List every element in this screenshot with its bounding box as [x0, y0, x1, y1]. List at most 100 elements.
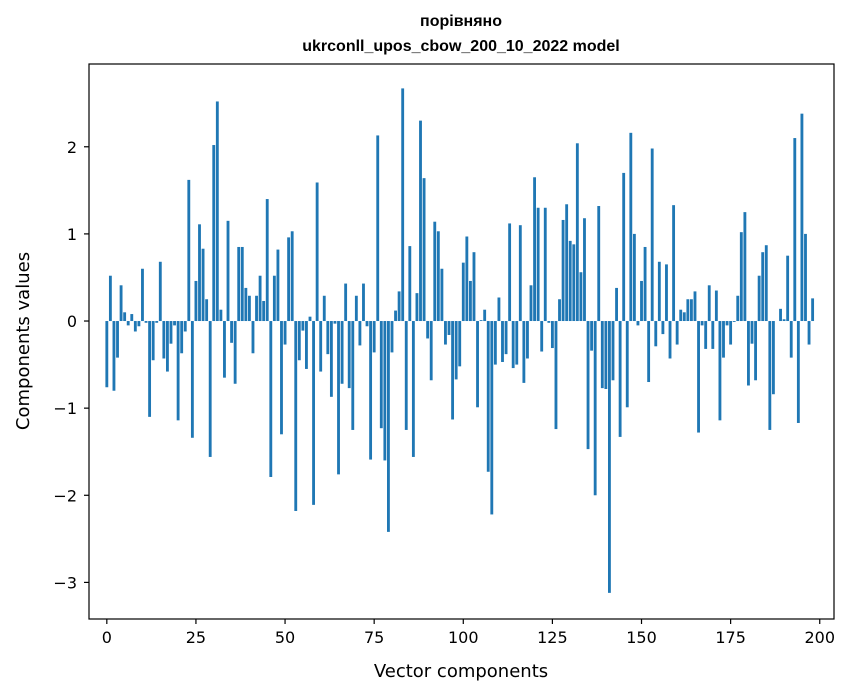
- bar-114: [511, 321, 515, 369]
- bars-group: [105, 88, 815, 593]
- bar-139: [600, 321, 604, 389]
- bar-2: [112, 321, 116, 391]
- bar-53: [294, 321, 298, 511]
- bar-153: [650, 148, 654, 322]
- bar-0: [105, 321, 109, 388]
- bar-180: [747, 321, 750, 386]
- bar-140: [604, 321, 608, 389]
- bar-37: [237, 246, 241, 322]
- bar-113: [508, 223, 512, 322]
- bar-189: [779, 308, 782, 322]
- bar-59: [315, 182, 319, 322]
- bar-176: [732, 321, 736, 322]
- bar-77: [379, 321, 383, 429]
- bar-91: [429, 321, 433, 381]
- bar-40: [247, 295, 251, 322]
- y-tick-label-2: 2: [67, 138, 77, 157]
- bar-3: [116, 321, 119, 358]
- chart-title-line-2: ukrconll_upos_cbow_200_10_2022 model: [302, 38, 619, 55]
- bar-121: [536, 207, 540, 322]
- bar-138: [597, 206, 601, 322]
- bar-124: [547, 321, 551, 323]
- bar-182: [754, 321, 757, 381]
- bar-70: [354, 295, 358, 322]
- bar-160: [675, 321, 679, 345]
- bar-193: [793, 138, 797, 322]
- x-tick-label-25: 25: [186, 628, 206, 647]
- bar-107: [486, 321, 490, 472]
- plot-frame: [88, 63, 835, 620]
- bar-136: [590, 321, 594, 351]
- bar-8: [133, 321, 137, 332]
- bar-143: [615, 287, 618, 322]
- bar-11: [144, 321, 148, 323]
- bar-58: [312, 321, 315, 505]
- bar-73: [365, 321, 369, 327]
- bar-31: [215, 101, 219, 322]
- bar-99: [458, 321, 462, 367]
- bar-119: [529, 285, 533, 322]
- bar-49: [280, 321, 283, 435]
- bar-102: [468, 280, 472, 322]
- bar-161: [679, 309, 683, 322]
- bar-71: [358, 321, 362, 346]
- bar-195: [800, 113, 804, 322]
- bar-67: [344, 283, 348, 322]
- x-axis-ticks: 0 25 50 75 100 125 150 175 200: [102, 619, 835, 647]
- bar-76: [376, 135, 380, 322]
- bar-156: [661, 321, 665, 335]
- bar-64: [333, 321, 337, 324]
- bar-157: [665, 264, 668, 322]
- bar-110: [497, 297, 501, 322]
- bar-103: [472, 252, 476, 322]
- bar-137: [593, 321, 597, 496]
- bar-14: [155, 321, 159, 323]
- bar-88: [419, 120, 422, 322]
- y-tick-label--2: −2: [53, 486, 77, 505]
- bar-86: [411, 321, 415, 457]
- bar-194: [796, 321, 800, 423]
- bar-7: [130, 314, 134, 322]
- x-tick-label-200: 200: [804, 628, 835, 647]
- bar-175: [729, 321, 733, 345]
- bar-96: [447, 321, 451, 335]
- bar-26: [198, 224, 201, 322]
- bar-19: [173, 321, 176, 326]
- bar-120: [533, 177, 536, 322]
- x-tick-label-150: 150: [626, 628, 657, 647]
- bar-48: [276, 249, 280, 322]
- bar-24: [190, 321, 194, 438]
- bar-39: [244, 287, 248, 322]
- bar-38: [240, 246, 244, 322]
- bar-109: [493, 321, 497, 365]
- y-tick-label-0: 0: [67, 312, 77, 331]
- bar-43: [258, 275, 262, 322]
- bar-185: [764, 245, 768, 322]
- bar-106: [483, 309, 487, 322]
- bar-148: [632, 233, 636, 322]
- bar-128: [561, 219, 565, 322]
- bar-83: [401, 88, 405, 322]
- bar-25: [194, 280, 198, 322]
- bar-78: [383, 321, 387, 461]
- bar-122: [540, 321, 544, 352]
- bar-57: [308, 316, 312, 322]
- bar-92: [433, 221, 437, 322]
- x-tick-label-125: 125: [537, 628, 568, 647]
- y-tick-label-1: 1: [67, 225, 77, 244]
- bar-5: [123, 312, 127, 322]
- bar-108: [490, 321, 494, 515]
- x-tick-label-175: 175: [715, 628, 746, 647]
- bar-178: [739, 232, 743, 322]
- bar-101: [465, 236, 469, 322]
- bar-133: [579, 272, 583, 322]
- bar-144: [618, 321, 622, 437]
- bar-196: [804, 233, 807, 322]
- bar-80: [390, 321, 394, 353]
- bar-1: [108, 275, 112, 322]
- x-axis-label: Vector components: [374, 661, 548, 682]
- bar-141: [608, 321, 611, 593]
- bar-159: [672, 205, 676, 322]
- bar-104: [476, 321, 479, 408]
